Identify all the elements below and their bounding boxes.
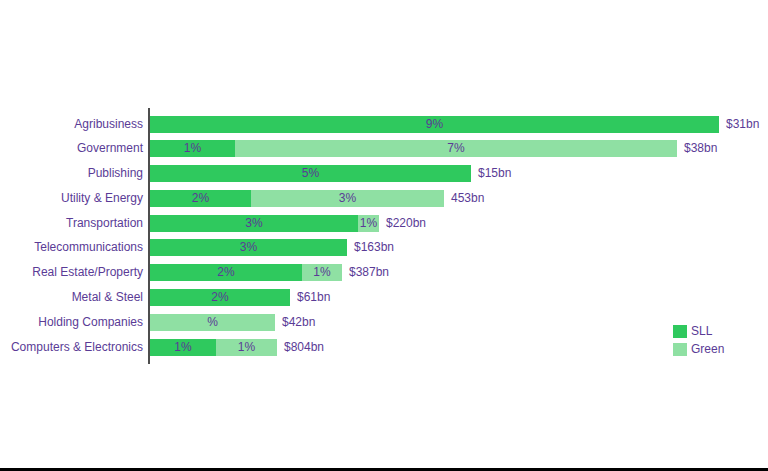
bar-segment-green: 3% — [251, 190, 444, 207]
bar-row: Computers & Electronics 1% 1% $804bn — [0, 339, 768, 356]
bar-segment-sll: 1% — [150, 339, 216, 356]
percent-label: 7% — [447, 140, 464, 157]
percent-label: 1% — [313, 264, 330, 281]
stacked-bar-chart: Agribusiness 9% $31bn Government 1% 7% $38bn Pu… — [0, 0, 768, 471]
category-label: Government — [0, 140, 143, 157]
percent-label: 3% — [240, 239, 257, 256]
percent-label: 1% — [184, 140, 201, 157]
category-label: Publishing — [0, 165, 143, 182]
value-label: $387bn — [349, 264, 389, 281]
bar-row: Holding Companies% $42bn — [0, 314, 768, 331]
bar-row: Utility & Energy 2% 3% 453bn — [0, 190, 768, 207]
bar-row: Agribusiness 9% $31bn — [0, 116, 768, 133]
value-label: $163bn — [354, 239, 394, 256]
bar-row: Metal & Steel 2% $61bn — [0, 289, 768, 306]
legend-label-green: Green — [691, 342, 724, 356]
percent-label: 2% — [211, 289, 228, 306]
value-label: $804bn — [284, 339, 324, 356]
bar-segment-green: 1% — [358, 215, 379, 232]
bar-segment-sll: 2% — [150, 190, 251, 207]
chart-legend: SLL Green — [673, 322, 724, 358]
percent-label: % — [207, 314, 218, 331]
legend-item-green: Green — [673, 340, 724, 358]
percent-label: 5% — [302, 165, 319, 182]
percent-label: 9% — [426, 116, 443, 133]
bar-segment-sll: 9% — [150, 116, 719, 133]
percent-label: 3% — [245, 215, 262, 232]
category-label: Holding Companies — [0, 314, 143, 331]
legend-item-sll: SLL — [673, 322, 724, 340]
category-label: Real Estate/Property — [0, 264, 143, 281]
green-swatch-icon — [673, 343, 687, 356]
percent-label: 1% — [238, 339, 255, 356]
value-label: 453bn — [451, 190, 484, 207]
sll-swatch-icon — [673, 325, 687, 338]
percent-label: 2% — [192, 190, 209, 207]
category-label: Computers & Electronics — [0, 339, 143, 356]
category-label: Metal & Steel — [0, 289, 143, 306]
bar-segment-sll: 1% — [150, 140, 235, 157]
bar-segment-sll: 3% — [150, 215, 358, 232]
bar-segment-sll: 2% — [150, 264, 302, 281]
percent-label: 3% — [339, 190, 356, 207]
bar-segment-green: 7% — [235, 140, 677, 157]
bar-row: Transportation 3% 1% $220bn — [0, 215, 768, 232]
percent-label: 1% — [174, 339, 191, 356]
value-label: $61bn — [297, 289, 330, 306]
category-label: Transportation — [0, 215, 143, 232]
legend-label-sll: SLL — [691, 324, 712, 338]
bar-segment-sll: 2% — [150, 289, 290, 306]
bar-row: Government 1% 7% $38bn — [0, 140, 768, 157]
percent-label: 2% — [217, 264, 234, 281]
value-label: $38bn — [684, 140, 717, 157]
bar-row: Publishing 5% $15bn — [0, 165, 768, 182]
category-label: Telecommunications — [0, 239, 143, 256]
value-label: $31bn — [726, 116, 759, 133]
percent-label: 1% — [360, 215, 377, 232]
value-label: $220bn — [386, 215, 426, 232]
bar-segment-green: 1% — [302, 264, 342, 281]
value-label: $42bn — [282, 314, 315, 331]
value-label: $15bn — [478, 165, 511, 182]
bar-segment-sll: 5% — [150, 165, 471, 182]
bar-segment-green: % — [150, 314, 275, 331]
category-label: Agribusiness — [0, 116, 143, 133]
bar-row: Real Estate/Property 2% 1% $387bn — [0, 264, 768, 281]
bar-segment-green: 1% — [216, 339, 277, 356]
bar-row: Telecommunications 3% $163bn — [0, 239, 768, 256]
category-label: Utility & Energy — [0, 190, 143, 207]
bar-segment-sll: 3% — [150, 239, 347, 256]
